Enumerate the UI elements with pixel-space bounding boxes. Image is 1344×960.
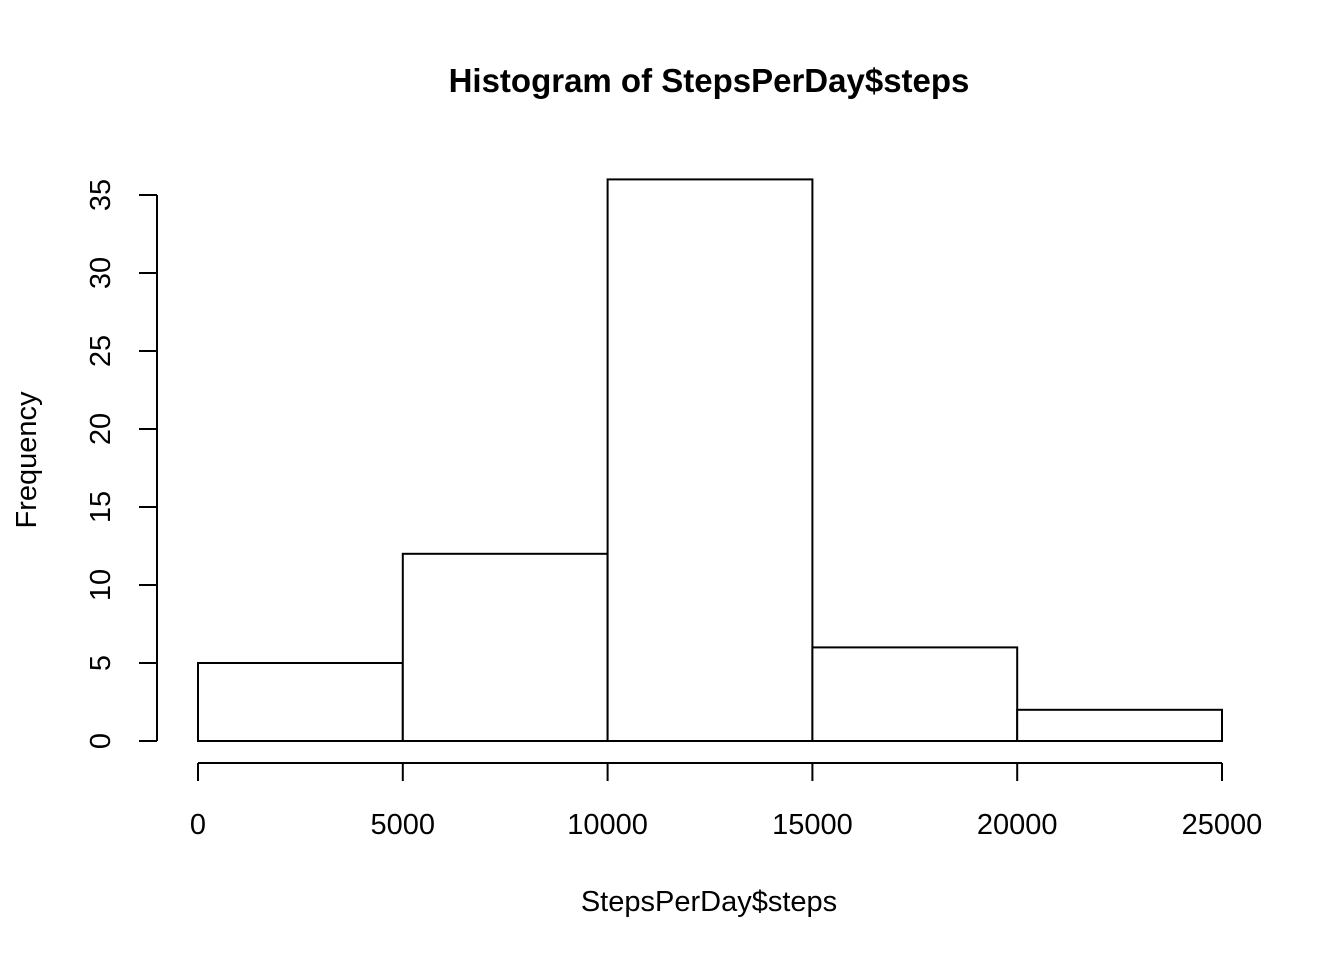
- y-tick-label-3: 15: [85, 491, 117, 523]
- x-tick-label-5: 25000: [1182, 809, 1263, 841]
- histogram-bar-0: [197, 662, 404, 742]
- histogram-bar-4: [1016, 708, 1224, 742]
- y-tick-label-2: 10: [85, 569, 117, 601]
- histogram-bar-1: [401, 552, 609, 742]
- x-axis: 0 5000 10000 15000 20000 25000: [190, 762, 1263, 841]
- chart-title: Histogram of StepsPerDay$steps: [449, 62, 970, 99]
- y-tick-label-0: 0: [85, 733, 117, 749]
- y-tick-label-5: 25: [85, 335, 117, 367]
- y-tick-label-6: 30: [85, 257, 117, 289]
- y-axis-label: Frequency: [11, 391, 43, 529]
- histogram-bar-2: [606, 178, 814, 742]
- x-tick-label-1: 5000: [371, 809, 436, 841]
- histogram-bars: [197, 178, 1224, 743]
- y-tick-label-1: 5: [85, 655, 117, 671]
- x-tick-label-2: 10000: [567, 809, 648, 841]
- x-tick-label-4: 20000: [977, 809, 1058, 841]
- x-axis-label: StepsPerDay$steps: [581, 886, 837, 918]
- y-axis: 0 5 10 15 20 25 30 35: [85, 179, 158, 749]
- y-tick-label-4: 20: [85, 413, 117, 445]
- histogram-bar-3: [811, 646, 1019, 743]
- y-tick-label-7: 35: [85, 179, 117, 211]
- x-tick-label-0: 0: [190, 809, 206, 841]
- x-tick-label-3: 15000: [772, 809, 853, 841]
